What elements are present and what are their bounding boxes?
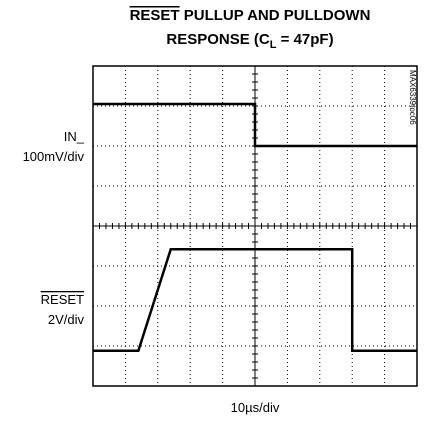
chart-title: RESET PULLUP AND PULLDOWN — [130, 7, 371, 24]
series-label: RESET — [41, 292, 84, 307]
series-label: IN_ — [64, 129, 85, 144]
screen-border — [92, 65, 418, 387]
trace — [93, 102, 417, 148]
watermark: MAX6339toc06 — [408, 70, 417, 125]
title-text: = 47pF) — [276, 31, 333, 48]
series-scale: 100mV/div — [23, 149, 85, 164]
title-text: PULLUP AND PULLDOWN — [180, 7, 371, 24]
title-text: RESPONSE (C — [166, 31, 270, 48]
series-scale: 2V/div — [48, 312, 85, 327]
x-axis-label: 10µs/div — [231, 400, 280, 415]
title-overline: RESET — [130, 7, 180, 24]
title-subscript: L — [270, 39, 277, 51]
trace — [93, 247, 417, 353]
chart-title-line2: RESPONSE (CL = 47pF) — [166, 31, 333, 51]
